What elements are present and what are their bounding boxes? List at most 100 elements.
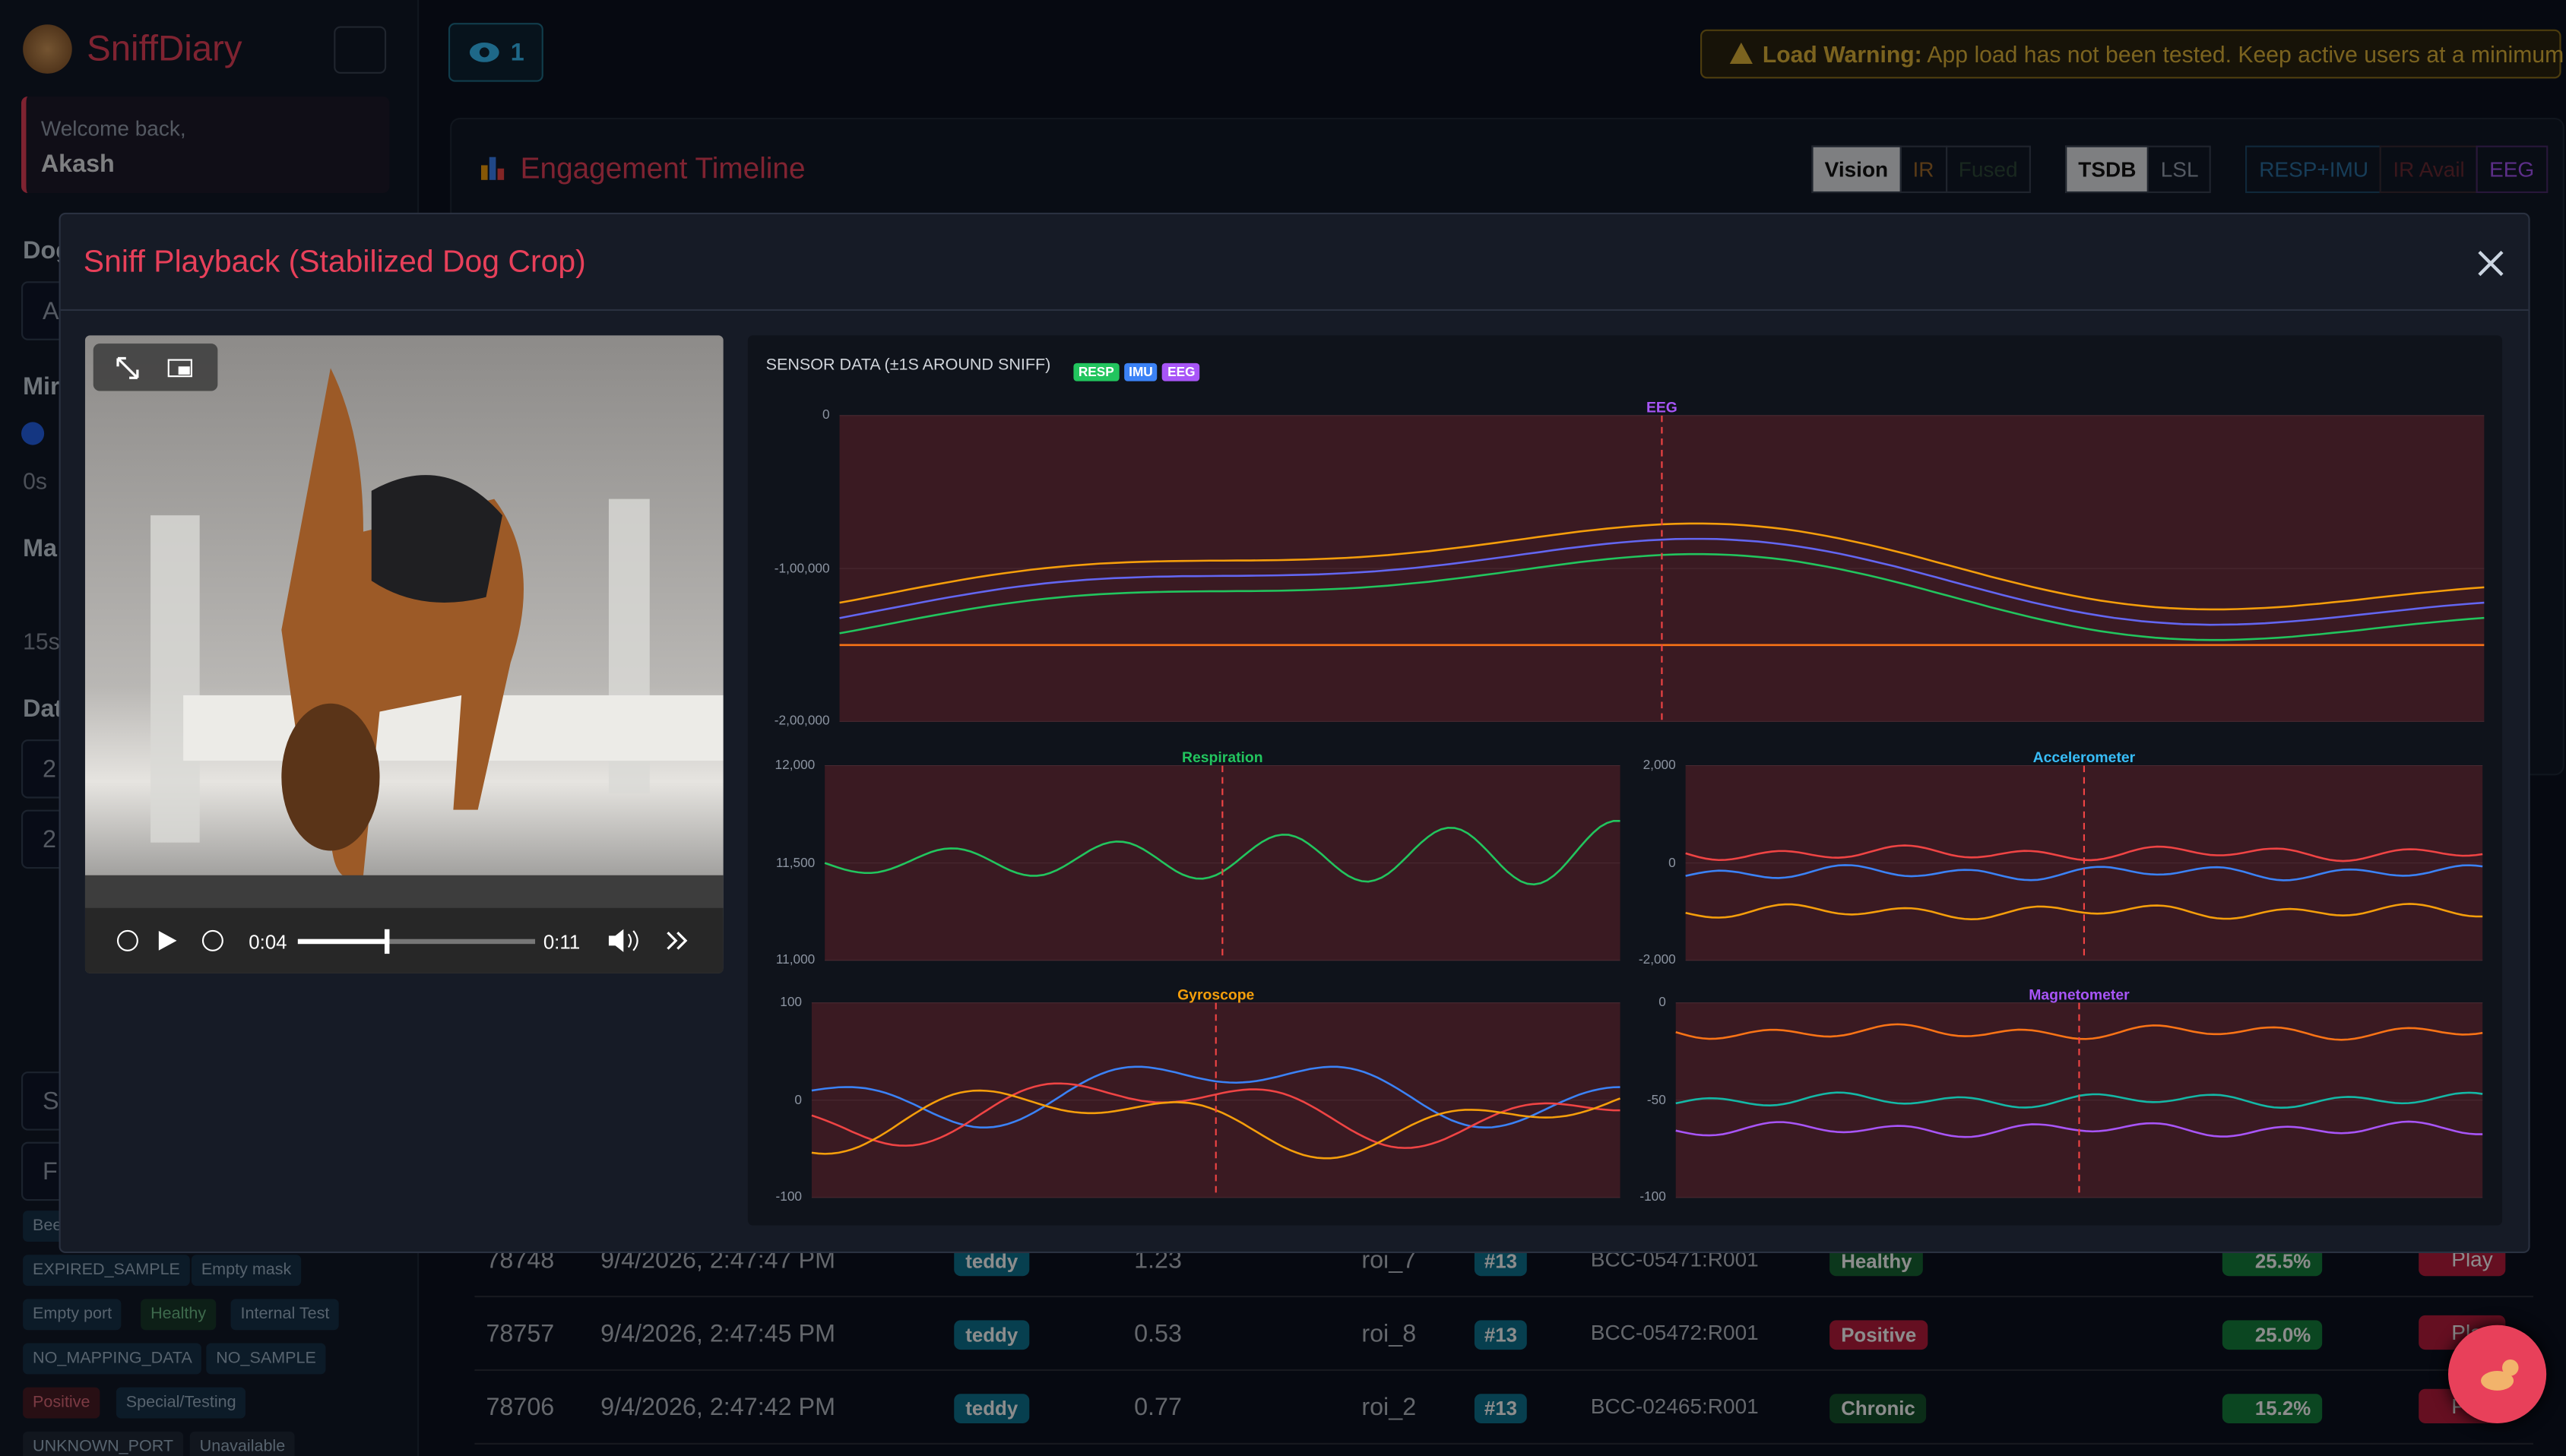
fullscreen-button[interactable] [115,355,141,381]
dog-icon [2481,1359,2519,1391]
table-cell: #13 [1474,1246,1527,1277]
toggle[interactable]: TSDB [2064,145,2149,194]
table-cell: #13 [1474,1394,1527,1423]
sensor-badges: RESP IMU EEG [1073,355,1205,385]
sensor-badge: IMU [1123,362,1158,381]
table-cell: roi_2 [1361,1394,1417,1422]
modal-divider [60,309,2529,312]
sidebar-tag: Healthy [141,1299,217,1331]
sidebar-tag: EXPIRED_SAMPLE [23,1255,190,1287]
y-tick-label: 12,000 [775,757,816,773]
welcome-card: Welcome back, Akash [21,97,390,194]
y-tick-label: 11,000 [775,951,816,967]
plot-title: Magnetometer [2029,986,2130,1003]
sidebar-tag: Internal Test [230,1299,340,1331]
modal: Sniff Playback (Stabilized Dog Crop) 0:0… [59,212,2530,1254]
table-cell: 9/4/2026, 2:47:42 PM [600,1394,836,1422]
progress-fill [297,938,388,945]
table-cell: #13 [1474,1320,1527,1350]
close-button[interactable] [2474,247,2507,280]
slider-knob [21,422,45,445]
y-tick-label: 100 [780,994,802,1010]
toggle[interactable]: LSL [2147,145,2212,194]
sensor-badge: EEG [1162,362,1201,381]
timeline-title: Engagement Timeline [520,152,806,185]
eye-icon [469,42,499,62]
toggle[interactable]: EEG [2476,145,2548,194]
sidebar-label: Ma [23,534,58,563]
toggle[interactable]: Fused [1945,145,2031,194]
chart-icon [480,157,505,180]
current-time: 0:04 [249,930,287,954]
progress-thumb[interactable] [384,929,390,954]
table-cell: 9/4/2026, 2:47:45 PM [600,1320,836,1348]
warning-text: App load has not been tested. Keep activ… [1927,40,2566,68]
sensor-trace [1685,903,2483,920]
toggle[interactable]: Vision [1811,145,1902,194]
y-tick-label: 11,500 [775,854,816,870]
y-tick-label: -1,00,000 [774,560,830,575]
sidebar-tag: Positive [23,1387,100,1419]
table-cell: 78757 [486,1320,555,1348]
sidebar-tag: Empty mask [191,1255,302,1287]
plot-title: Accelerometer [2032,749,2136,766]
sensor-trace [1685,864,2483,882]
table-cell: BCC-02465:R001 [1590,1394,1759,1419]
sensor-badge: RESP [1073,362,1120,381]
sidebar-tag: NO_MAPPING_DATA [23,1343,202,1375]
input-value: 2 [42,826,56,854]
sidebar-tag: UNKNOWN_PORT [23,1431,184,1456]
avatar [23,24,72,74]
table-row: 78757 9/4/2026, 2:47:45 PM teddy 0.53 roi_8 #… [474,1297,2533,1372]
video-player[interactable]: 0:04 0:11 [84,335,724,973]
table-cell: BCC-05472:R001 [1590,1320,1759,1345]
table-cell: 0.53 [1134,1320,1182,1348]
pip-button[interactable] [167,355,193,381]
sidebar-label: 15s [23,628,60,655]
sensor-panel: SENSOR DATA (±1S AROUND SNIFF) RESP IMU EE… [747,335,2503,1226]
viewers-badge[interactable]: 1 [448,23,543,82]
table-cell: 78706 [486,1394,555,1422]
plot-title: Respiration [1182,749,1263,766]
y-tick-label: -2,00,000 [774,713,830,729]
modal-title: Sniff Playback (Stabilized Dog Crop) [83,245,586,280]
sidebar-label: 0s [23,467,48,495]
sidebar-tag: Empty port [23,1299,122,1331]
sidebar-tag: Unavailable [189,1431,296,1456]
load-warning: Load Warning: App load has not been test… [1700,29,2566,79]
y-tick-label: 0 [1668,854,1676,870]
table-cell: teddy [954,1394,1030,1423]
toggle-bar: Vision IR Fused TSDB LSL RESP+IMU IR Avail EEG [1811,145,2548,194]
input-value: A [42,297,59,326]
sidebar-label: Dat [23,695,63,723]
logout-button[interactable] [334,26,387,74]
sensor-plots [811,415,2485,1198]
welcome-text: Welcome back, [40,116,186,141]
input-value: S [42,1087,59,1116]
y-tick-label: 0 [822,407,830,423]
table-cell: 15.2% [2222,1394,2323,1423]
progress-track[interactable] [297,938,536,945]
warning-icon [1729,42,1753,64]
user-name: Akash [40,150,115,179]
sensor-trace [811,1065,1620,1129]
table-cell: teddy [954,1320,1030,1350]
table-cell: Chronic [1829,1394,1927,1423]
volume-more[interactable] [606,928,698,954]
playback-buttons[interactable] [115,928,230,954]
y-tick-label: -50 [1646,1092,1666,1107]
input-value: 2 [42,755,56,784]
y-tick-label: -100 [1639,1189,1666,1204]
video-controls: 0:04 0:11 [84,907,724,973]
table-cell: 0.77 [1134,1394,1182,1422]
sidebar-label: Mir [23,372,60,401]
chat-button[interactable] [2447,1325,2547,1423]
warning-label: Load Warning: [1762,40,1922,68]
duration: 0:11 [543,930,581,954]
y-tick-label: 0 [794,1092,802,1107]
table-cell: roi_8 [1361,1320,1417,1348]
video-frame [84,368,724,973]
sensor-trace [839,537,2485,626]
